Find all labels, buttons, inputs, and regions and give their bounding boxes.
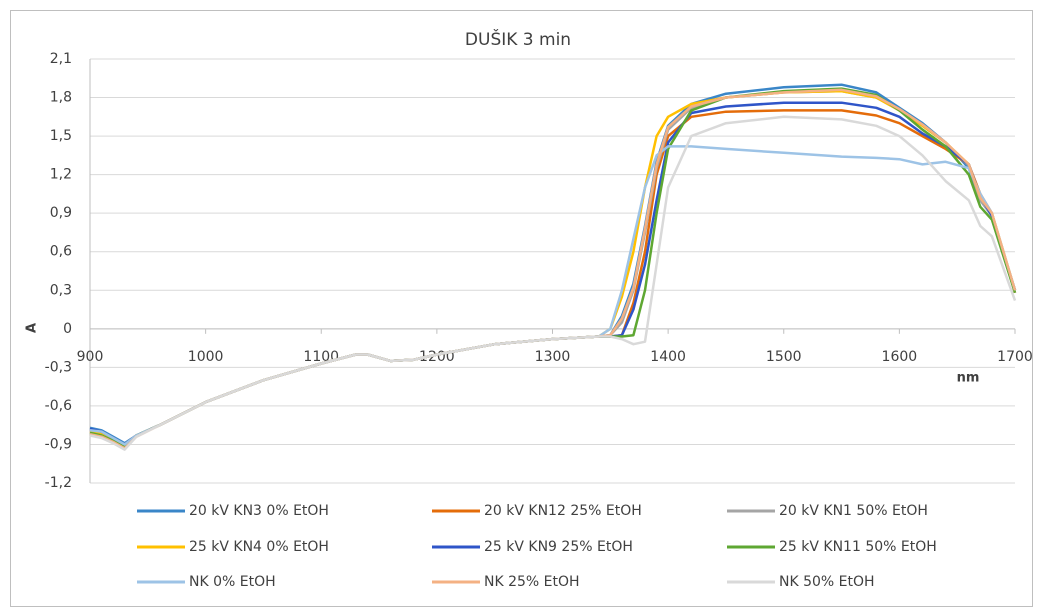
legend-label: 20 kV KN1 50% EtOH (779, 503, 928, 519)
legend-label: 25 kV KN4 0% EtOH (189, 539, 329, 555)
series-line (89, 115, 1017, 451)
x-tick-label: 1700 (997, 349, 1033, 365)
chart-title: DUŠIK 3 min (465, 28, 571, 50)
legend-label: NK 0% EtOH (189, 574, 276, 590)
legend-label: 25 kV KN11 50% EtOH (779, 539, 937, 555)
y-tick-label: 0 (63, 321, 72, 337)
x-tick-label: 1600 (882, 349, 918, 365)
legend-label: NK 50% EtOH (779, 574, 875, 590)
chart-border (10, 10, 1033, 607)
y-axis-title: A (25, 323, 40, 333)
x-axis-title: nm (957, 371, 980, 386)
y-tick-label: -0,6 (45, 398, 72, 414)
x-tick-label: 1400 (650, 349, 686, 365)
x-tick-label: 900 (77, 349, 104, 365)
y-tick-label: 1,8 (50, 90, 72, 106)
y-tick-label: 2,1 (50, 51, 72, 67)
legend-label: 25 kV KN9 25% EtOH (484, 539, 633, 555)
legend-label: 20 kV KN3 0% EtOH (189, 503, 329, 519)
x-tick-label: 1000 (188, 349, 224, 365)
y-tick-label: 0,3 (50, 282, 72, 298)
y-tick-label: -0,3 (45, 359, 72, 375)
y-tick-label: 1,2 (50, 167, 72, 183)
y-tick-label: 0,6 (50, 244, 72, 260)
y-tick-label: 0,9 (50, 205, 72, 221)
x-tick-label: 1300 (535, 349, 571, 365)
y-tick-label: -0,9 (45, 436, 72, 452)
legend-label: NK 25% EtOH (484, 574, 580, 590)
y-tick-label: 1,5 (50, 128, 72, 144)
x-tick-label: 1500 (766, 349, 802, 365)
legend-label: 20 kV KN12 25% EtOH (484, 503, 642, 519)
y-tick-label: -1,2 (45, 475, 72, 491)
